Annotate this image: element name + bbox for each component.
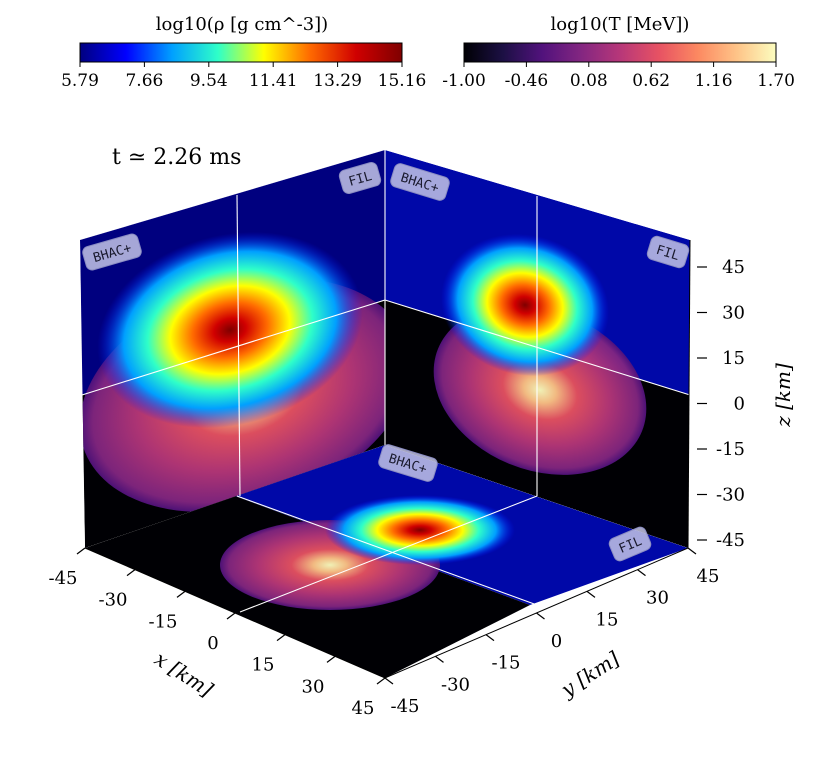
colorbar-density: log10(ρ [g cm^-3]) 5.79 7.66 9.54 11.41 13.2… — [61, 14, 426, 91]
colorbar-density-bar — [79, 42, 403, 63]
left-wall-label-fil: FIL — [338, 162, 382, 194]
panel-label-box — [82, 233, 142, 271]
y-tick-label: 0 — [551, 631, 562, 652]
y-tick-mark — [384, 677, 394, 685]
colorbar-tick-label: -1.00 — [442, 71, 486, 91]
x-tick-mark — [176, 590, 186, 598]
colorbar-density-ticks: 5.79 7.66 9.54 11.41 13.29 15.16 — [61, 62, 426, 91]
colorbar-tick-label: 1.16 — [695, 71, 733, 91]
x-tick-label: 15 — [252, 655, 275, 676]
x-tick-mark — [376, 677, 386, 685]
x-tick-label: -45 — [49, 568, 78, 589]
x-tick-mark — [226, 612, 236, 620]
x-tick-label: -30 — [99, 590, 128, 611]
y-tick-label: 15 — [596, 609, 619, 630]
x-axis-label: x [km] — [150, 647, 217, 702]
panel-label-text: FIL — [654, 243, 681, 264]
y-axis-label: y [km] — [556, 646, 624, 702]
z-tick-label: 15 — [722, 348, 745, 369]
panel-label-box — [608, 526, 652, 562]
y-tick-label: -45 — [391, 696, 420, 717]
y-tick-mark — [637, 569, 646, 577]
y-tick-mark — [586, 590, 596, 598]
x-tick-mark — [126, 569, 136, 577]
time-label: t ≃ 2.26 ms — [112, 145, 241, 170]
y-tick-mark — [536, 612, 545, 620]
right-wall-density-blob — [440, 233, 610, 377]
y-tick-label: -15 — [492, 653, 521, 674]
z-axis-label: z [km] — [771, 363, 795, 428]
colorbar-temperature-bar — [463, 42, 777, 63]
z-tick-label: 30 — [722, 303, 745, 324]
colorbar-tick-label: 0.08 — [570, 71, 608, 91]
panel-label-text: FIL — [347, 169, 374, 190]
colorbar-temperature: log10(T [MeV]) -1.00 -0.46 0.08 0.62 1.16 1.7… — [442, 14, 795, 91]
colorbar-tick-label: 0.62 — [632, 71, 670, 91]
x-tick-mark — [276, 634, 286, 642]
z-tick-label: 0 — [734, 394, 745, 415]
floor-label-fil: FIL — [608, 526, 652, 562]
floor-density-blob — [325, 495, 515, 565]
y-tick-mark — [485, 634, 495, 642]
colorbar-tick-label: 5.79 — [61, 71, 99, 91]
grid-lines — [81, 150, 691, 613]
z-tick-label: 45 — [722, 257, 745, 278]
colorbar-density-title: log10(ρ [g cm^-3]) — [156, 14, 328, 35]
z-tick-label: -30 — [716, 485, 745, 506]
x-tick-label: -15 — [149, 611, 178, 632]
x-tick-mark — [326, 655, 336, 663]
x-tick-label: 30 — [302, 676, 325, 697]
z-tick-label: -45 — [716, 530, 745, 551]
colorbar-tick-label: 11.41 — [249, 71, 298, 91]
right-wall-label-fil: FIL — [646, 235, 690, 269]
colorbar-temperature-ticks: -1.00 -0.46 0.08 0.62 1.16 1.70 — [442, 62, 795, 91]
panel-label-box — [338, 162, 382, 194]
y-axis: -45 -30 -15 0 15 30 45 — [384, 547, 720, 717]
colorbar-tick-label: 7.66 — [125, 71, 163, 91]
x-tick-mark — [76, 547, 86, 555]
panel-label-box — [378, 444, 438, 482]
panel-label-box — [390, 163, 450, 201]
colorbar-tick-label: 9.54 — [190, 71, 228, 91]
x-tick-label: 0 — [207, 633, 218, 654]
colorbar-tick-label: 15.16 — [378, 71, 427, 91]
z-tick-label: -15 — [716, 439, 745, 460]
y-tick-label: 30 — [646, 588, 669, 609]
x-tick-label: 45 — [352, 698, 375, 719]
y-tick-label: -30 — [441, 674, 470, 695]
colorbar-temperature-title: log10(T [MeV]) — [551, 14, 690, 35]
y-tick-label: 45 — [697, 566, 720, 587]
y-tick-mark — [435, 655, 444, 663]
colorbar-tick-label: 1.70 — [757, 71, 795, 91]
y-tick-mark — [687, 547, 697, 555]
z-axis: 45 30 15 0 -15 -30 -45 — [697, 257, 745, 551]
colorbar-tick-label: -0.46 — [505, 71, 549, 91]
colorbar-tick-label: 13.29 — [313, 71, 362, 91]
left-wall-density-blob — [97, 231, 363, 429]
panel-label-box — [646, 235, 690, 269]
x-axis: -45 -30 -15 0 15 30 45 — [49, 547, 386, 719]
